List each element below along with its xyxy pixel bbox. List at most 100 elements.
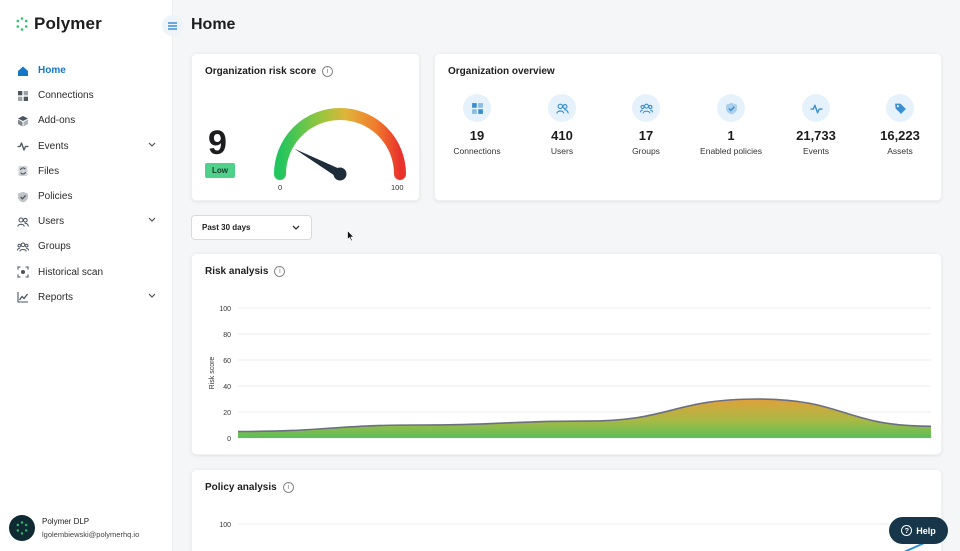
sidebar-item-historical-scan[interactable]: Historical scan	[0, 260, 172, 285]
y-tick-label: 20	[223, 410, 231, 417]
stat-value: 410	[551, 128, 573, 143]
stat-value: 17	[638, 128, 654, 143]
sidebar-item-label: Home	[38, 65, 66, 77]
menu-toggle-button[interactable]	[162, 15, 183, 36]
user-email: lgolembiewski@polymerhq.io	[42, 529, 140, 539]
policy-analysis-title: Policy analysis i	[205, 482, 294, 493]
help-icon: ?	[901, 525, 913, 536]
stat-label: Enabled policies	[700, 146, 762, 156]
sidebar-item-label: Policies	[38, 191, 73, 203]
date-range-value: Past 30 days	[202, 223, 251, 232]
sidebar-item-reports[interactable]: Reports	[0, 285, 172, 310]
overview-stat-users: 410 Users	[520, 94, 604, 156]
mouse-cursor-icon	[347, 230, 355, 242]
overview-title: Organization overview	[448, 66, 555, 77]
logo-text: Polymer	[34, 14, 102, 33]
stat-label: Users	[550, 146, 574, 156]
risk-area	[238, 399, 931, 438]
y-tick-label: 80	[223, 332, 231, 339]
stat-value: 1	[727, 128, 735, 143]
risk-gauge	[274, 108, 406, 181]
nav-icon-wrap	[17, 140, 29, 152]
nav-icon-wrap	[17, 115, 29, 127]
nav-icon-wrap	[17, 191, 29, 203]
stat-label: Events	[803, 146, 829, 156]
y-tick-label: 100	[219, 306, 231, 313]
sidebar-item-label: Users	[38, 216, 65, 228]
date-range-select[interactable]: Past 30 days	[191, 215, 312, 240]
stat-value: 16,223	[880, 128, 920, 143]
users-icon	[17, 217, 29, 227]
polymer-logo-icon	[16, 521, 28, 535]
info-icon[interactable]: i	[282, 482, 294, 493]
overview-stat-assets: 16,223 Assets	[858, 94, 942, 156]
risk-score-title: Organization risk score i	[205, 66, 334, 77]
nav-icon-wrap	[17, 241, 29, 253]
sidebar-item-label: Events	[38, 140, 69, 152]
risk-score-value: 9	[208, 124, 227, 162]
stat-label: Connections	[453, 146, 501, 156]
nav-icon-wrap	[17, 65, 29, 77]
gauge-min-label: 0	[278, 183, 283, 192]
chevron-down-icon[interactable]	[148, 293, 156, 299]
users-icon	[555, 103, 569, 114]
page-title: Home	[191, 16, 236, 33]
sidebar-nav: Home Connections Add-ons Events Files Policie…	[0, 58, 172, 310]
shield-check-icon	[725, 102, 737, 114]
nav-icon-wrap	[17, 291, 29, 303]
stat-icon-wrap	[802, 94, 830, 122]
sidebar-item-label: Reports	[38, 291, 74, 303]
user-profile[interactable]: Polymer DLP lgolembiewski@polymerhq.io	[9, 515, 139, 541]
logo[interactable]: Polymer	[16, 14, 102, 34]
sidebar-item-events[interactable]: Events	[0, 134, 172, 159]
sidebar-item-files[interactable]: Files	[0, 159, 172, 184]
stat-icon-wrap	[548, 94, 576, 122]
chevron-down-icon[interactable]	[148, 217, 156, 223]
group-icon	[17, 242, 29, 252]
sidebar-item-home[interactable]: Home	[0, 58, 172, 83]
tag-icon	[894, 103, 906, 114]
y-tick-label: 100	[219, 522, 231, 529]
stat-label: Groups	[632, 146, 660, 156]
grid-icon	[471, 102, 483, 114]
polymer-logo-icon	[16, 17, 28, 31]
sidebar-item-policies[interactable]: Policies	[0, 184, 172, 209]
sidebar-item-label: Historical scan	[38, 266, 104, 278]
group-icon	[639, 103, 653, 114]
nav-icon-wrap	[17, 216, 29, 228]
sidebar-item-connections[interactable]: Connections	[0, 83, 172, 108]
user-name: Polymer DLP	[42, 516, 90, 526]
grid-icon	[18, 90, 28, 101]
risk-analysis-title-text: Risk analysis	[205, 266, 269, 277]
info-icon[interactable]: i	[274, 266, 286, 277]
overview-stat-connections: 19 Connections	[435, 94, 519, 156]
sidebar: Polymer Home Connections Add-ons Events File…	[0, 0, 173, 551]
sidebar-item-groups[interactable]: Groups	[0, 234, 172, 259]
stat-icon-wrap	[886, 94, 914, 122]
avatar	[9, 515, 35, 541]
gauge-hub	[333, 167, 347, 181]
activity-icon	[810, 104, 822, 114]
stat-label: Assets	[887, 146, 913, 156]
risk-analysis-card: Risk analysis i 100 80 60 40 20 0 Risk score	[191, 253, 942, 455]
sidebar-item-label: Add-ons	[38, 115, 76, 127]
overview-stat-groups: 17 Groups	[604, 94, 688, 156]
sidebar-item-add-ons[interactable]: Add-ons	[0, 108, 172, 133]
overview-stat-events: 21,733 Events	[774, 94, 858, 156]
chevron-down-icon[interactable]	[148, 142, 156, 148]
nav-icon-wrap	[17, 266, 29, 278]
sidebar-item-users[interactable]: Users	[0, 209, 172, 234]
help-label: Help	[916, 525, 936, 536]
gauge-needle	[294, 148, 342, 179]
y-tick-label: 40	[223, 384, 231, 391]
home-icon	[18, 66, 28, 76]
y-tick-label: 0	[227, 436, 231, 443]
info-icon[interactable]: i	[322, 66, 334, 77]
help-button[interactable]: ? Help	[889, 517, 948, 544]
policy-analysis-chart: 100	[219, 522, 932, 551]
risk-score-card: Organization risk score i 9 Low 0 100	[191, 53, 420, 201]
sync-file-icon	[18, 166, 28, 177]
hamburger-icon	[168, 21, 177, 30]
y-axis-label: Risk score	[209, 357, 216, 390]
risk-score-title-text: Organization risk score	[205, 66, 317, 77]
